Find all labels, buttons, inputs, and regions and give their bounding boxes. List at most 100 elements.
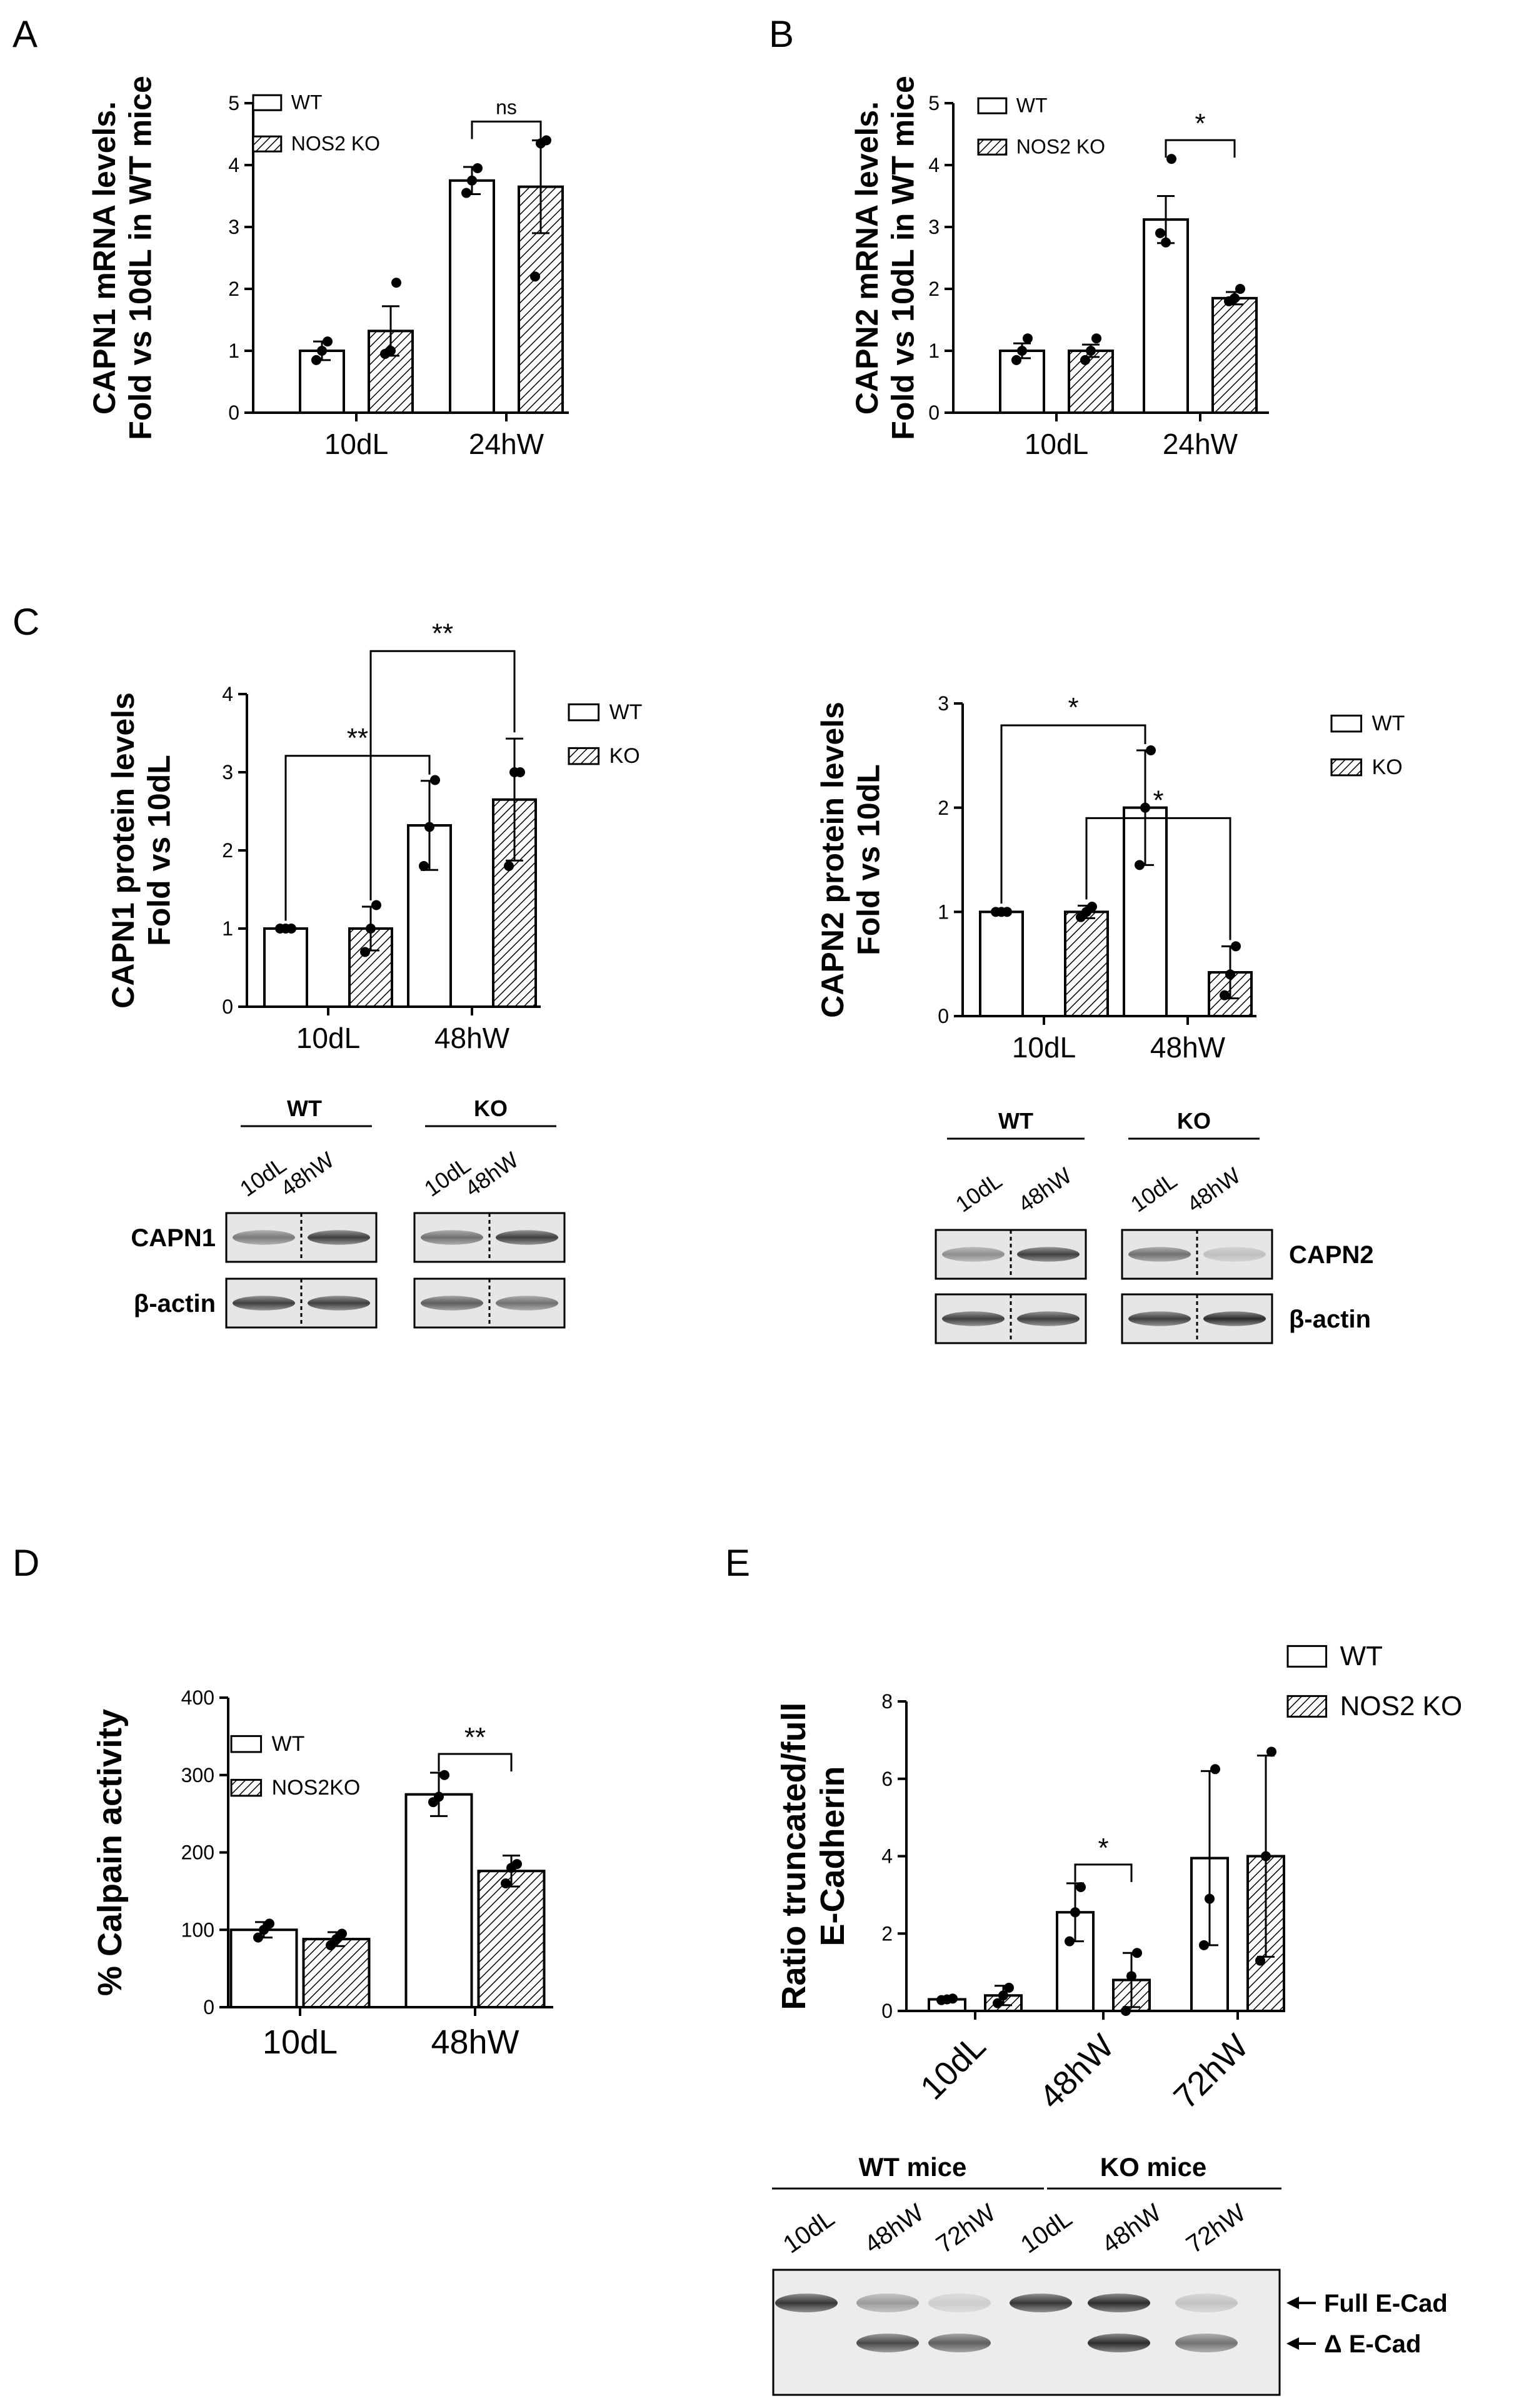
blot-group-label: KO xyxy=(474,1096,508,1121)
data-point xyxy=(286,924,296,934)
y-tick-label: 200 xyxy=(181,1841,214,1864)
y-tick-label: 5 xyxy=(928,92,940,114)
data-point xyxy=(948,1993,958,2004)
blot-band xyxy=(856,2294,919,2312)
data-point xyxy=(1205,1893,1215,1904)
y-axis-label: % Calpain activity xyxy=(91,1709,129,1996)
y-tick-label: 3 xyxy=(928,216,940,238)
data-point xyxy=(1261,1851,1271,1861)
data-point xyxy=(1087,902,1097,912)
y-tick-label: 1 xyxy=(222,917,233,940)
y-tick-label: 8 xyxy=(881,1690,893,1713)
significance-label: ** xyxy=(347,723,368,753)
blot-row-label: CAPN1 xyxy=(131,1224,216,1252)
significance-label: * xyxy=(1153,785,1163,815)
data-point xyxy=(1004,1982,1014,1993)
blot-row-label: β-actin xyxy=(134,1290,216,1317)
data-point xyxy=(1235,284,1245,294)
data-point xyxy=(360,947,370,957)
data-point xyxy=(504,861,514,871)
data-point xyxy=(337,1928,347,1939)
data-point xyxy=(1199,1940,1209,1950)
data-point xyxy=(1017,346,1027,356)
y-tick-label: 0 xyxy=(222,995,233,1018)
data-point xyxy=(1140,802,1150,813)
data-point xyxy=(323,336,333,347)
y-tick-label: 3 xyxy=(222,761,233,783)
bar-ko xyxy=(1211,296,1258,414)
y-axis-label: CAPN1 mRNA levels. xyxy=(87,101,122,415)
legend-swatch-ko xyxy=(252,135,283,153)
data-point xyxy=(467,175,477,186)
charts-layer: 0 1 2 3 4 5 CAPN1 mRNA levels. Fold vs 10dL in … xyxy=(87,76,1462,2116)
blot-box xyxy=(772,2269,1281,2396)
blot-group-label: KO xyxy=(1177,1108,1211,1134)
blot-band xyxy=(496,1296,558,1311)
y-tick-label: 1 xyxy=(228,340,239,362)
data-point xyxy=(1161,237,1171,248)
blot-arrow-head xyxy=(1286,2337,1299,2350)
data-point xyxy=(1225,969,1235,980)
chart-c2: 0 1 2 3 CAPN2 protein levels Fold vs 10dL 10dL… xyxy=(815,692,1405,1064)
significance-bracket xyxy=(369,650,516,900)
data-point xyxy=(1210,1764,1220,1775)
panel-letter-e: E xyxy=(725,1542,750,1584)
significance-label: ** xyxy=(432,618,453,648)
x-tick-label: 48hW xyxy=(1032,2027,1121,2116)
significance-bracket xyxy=(1074,1863,1133,1882)
legend-swatch-wt xyxy=(977,97,1008,114)
data-point xyxy=(1023,333,1033,344)
significance-bracket xyxy=(438,1753,513,1772)
blot-band xyxy=(233,1296,295,1311)
blot-band xyxy=(1128,1311,1191,1326)
y-tick-label: 2 xyxy=(222,839,233,862)
y-tick-label: 5 xyxy=(228,92,239,114)
data-point xyxy=(1135,860,1145,870)
y-tick-label: 4 xyxy=(228,154,239,176)
bar-wt xyxy=(229,1928,298,2008)
data-point xyxy=(1132,1948,1142,1958)
y-tick-label: 0 xyxy=(928,401,940,424)
y-tick-label: 2 xyxy=(228,278,239,300)
data-point xyxy=(1121,2006,1131,2016)
legend-swatch-wt xyxy=(1330,714,1363,733)
y-tick-label: 300 xyxy=(181,1764,214,1786)
x-tick-label: 10dL xyxy=(263,2023,338,2061)
blot-band xyxy=(942,1247,1005,1262)
y-axis-label: CAPN2 mRNA levels. xyxy=(850,101,885,415)
data-point xyxy=(1080,355,1090,365)
data-point xyxy=(439,1770,449,1780)
legend-label: NOS2 KO xyxy=(1340,1691,1463,1721)
blot-band xyxy=(421,1296,483,1311)
y-axis-label: E-Cadherin xyxy=(814,1766,851,1946)
bar-ko xyxy=(1068,350,1114,414)
x-tick-label: 10dL xyxy=(296,1022,360,1054)
blot-lane-label: 48hW xyxy=(1182,1162,1245,1217)
blot-lane-label: 48hW xyxy=(860,2199,929,2259)
legend-label: NOS2 KO xyxy=(291,133,380,155)
y-tick-label: 4 xyxy=(222,683,233,705)
y-axis-label: Fold vs 10dL in WT mice xyxy=(885,76,920,440)
blot-band xyxy=(1175,2294,1238,2312)
y-tick-label: 0 xyxy=(938,1005,949,1027)
data-point xyxy=(1065,1936,1075,1947)
data-point xyxy=(371,900,381,910)
data-point xyxy=(515,767,525,777)
blot-band xyxy=(928,2334,991,2352)
significance-label: ** xyxy=(464,1722,486,1753)
x-tick-label: 10dL xyxy=(1012,1031,1076,1064)
y-tick-label: 0 xyxy=(881,2000,893,2022)
y-tick-label: 0 xyxy=(228,401,239,424)
legend-label: WT xyxy=(291,91,323,114)
blot-band xyxy=(1017,1247,1080,1262)
y-tick-label: 0 xyxy=(203,1996,214,2018)
x-tick-label: 10dL xyxy=(1025,428,1088,460)
data-point xyxy=(434,1791,444,1802)
data-point xyxy=(1146,745,1156,755)
significance-bracket xyxy=(1085,817,1231,940)
blot-band xyxy=(856,2334,919,2352)
panel-letter-c: C xyxy=(13,601,39,643)
data-point xyxy=(1091,333,1101,344)
